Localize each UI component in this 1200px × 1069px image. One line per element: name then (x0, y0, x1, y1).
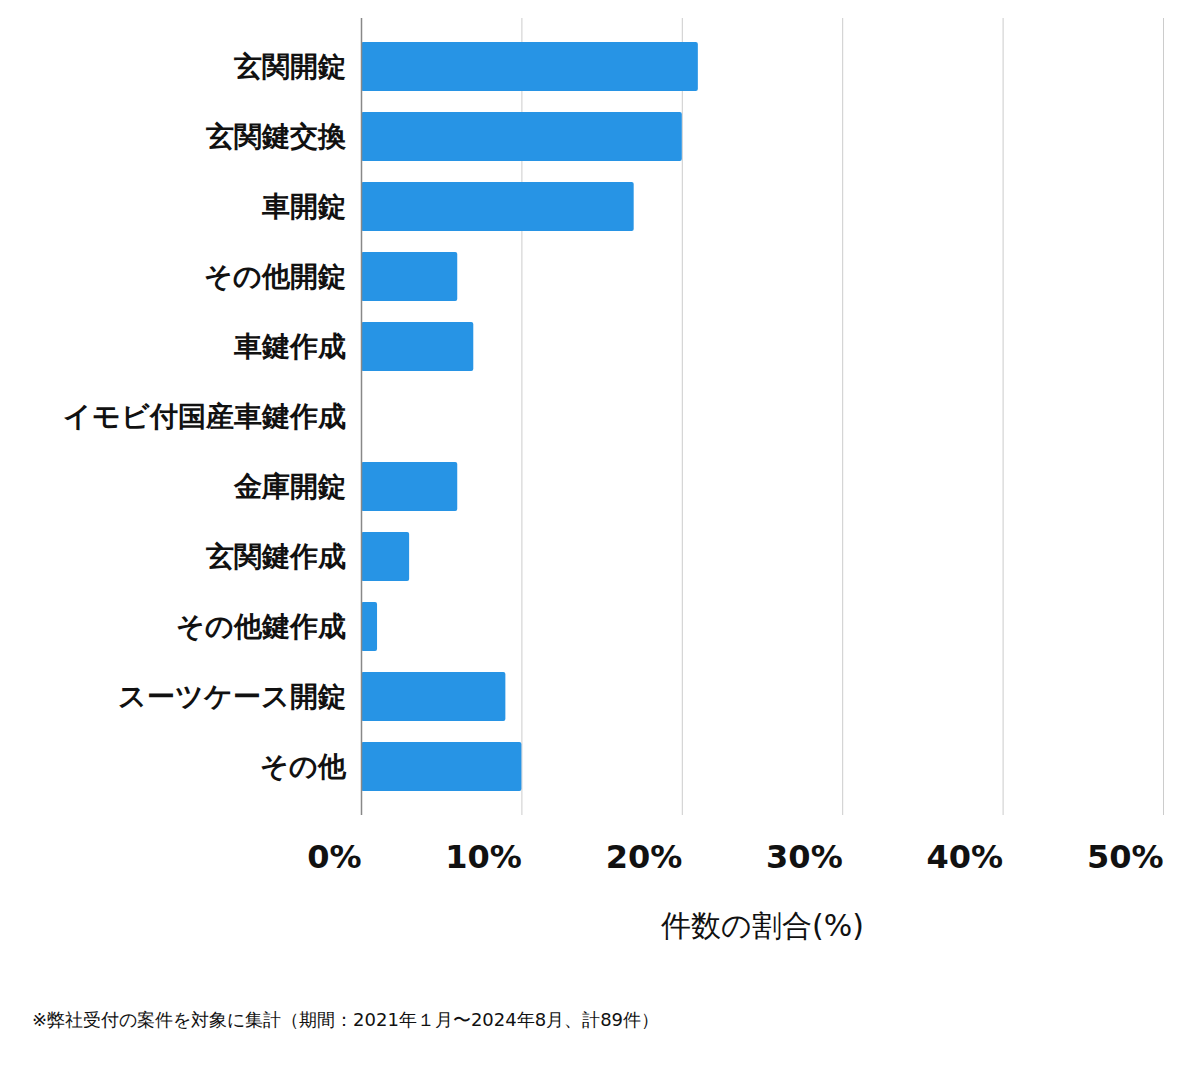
svg-text:玄関鍵作成: 玄関鍵作成 (205, 540, 346, 573)
svg-text:0%: 0% (307, 838, 361, 876)
svg-text:イモビ付国産車鍵作成: イモビ付国産車鍵作成 (63, 400, 346, 433)
svg-text:玄関開錠: 玄関開錠 (233, 50, 346, 83)
svg-text:その他: その他 (260, 750, 347, 783)
svg-text:40%: 40% (927, 838, 1004, 876)
svg-text:その他鍵作成: その他鍵作成 (176, 610, 346, 643)
html-text:※弊社受付の案件を対象に集計（期間：2021年１月〜2024: ※弊社受付の案件を対象に集計（期間：2021年１月〜2024年8月、計89件） (32, 1009, 660, 1030)
svg-text:車鍵作成: 車鍵作成 (233, 330, 346, 363)
svg-text:車開錠: 車開錠 (261, 190, 346, 223)
svg-text:50%: 50% (1087, 838, 1164, 876)
svg-text:金庫開錠: 金庫開錠 (233, 470, 346, 503)
svg-text:件数の割合(%): 件数の割合(%) (661, 908, 864, 943)
svg-text:30%: 30% (766, 838, 843, 876)
svg-text:20%: 20% (606, 838, 683, 876)
svg-text:10%: 10% (445, 838, 522, 876)
svg-text:玄関鍵交換: 玄関鍵交換 (205, 120, 346, 153)
svg-text:その他開錠: その他開錠 (204, 260, 346, 293)
svg-text:スーツケース開錠: スーツケース開錠 (118, 680, 346, 713)
